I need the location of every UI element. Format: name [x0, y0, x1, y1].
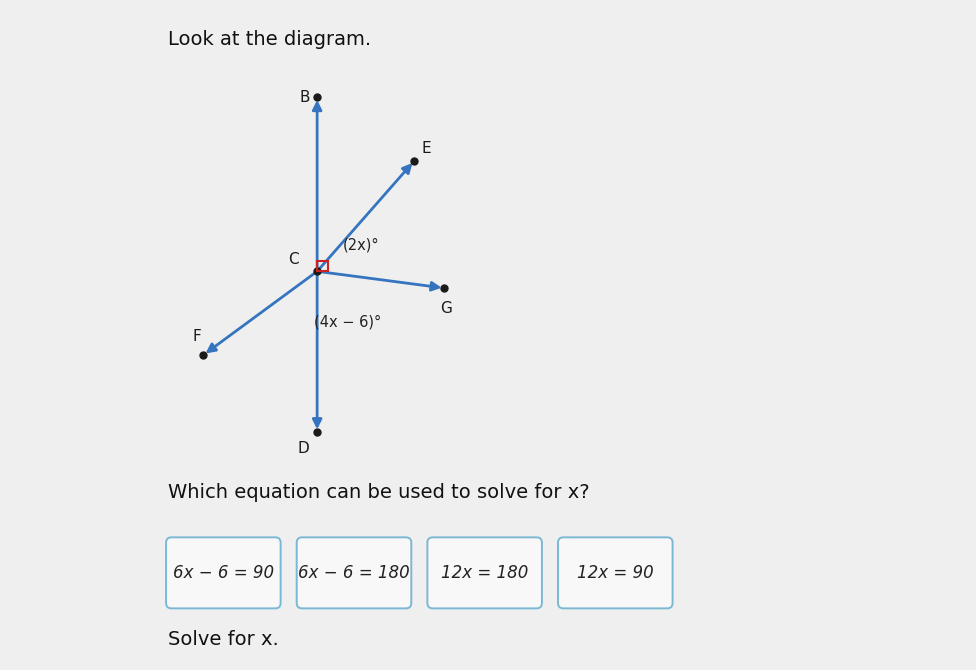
- Text: B: B: [300, 90, 310, 105]
- FancyBboxPatch shape: [427, 537, 542, 608]
- Text: F: F: [192, 329, 201, 344]
- Text: 12x = 90: 12x = 90: [577, 564, 654, 582]
- Text: D: D: [298, 442, 309, 456]
- Text: 6x − 6 = 90: 6x − 6 = 90: [173, 564, 274, 582]
- Text: C: C: [288, 252, 299, 267]
- Text: 6x − 6 = 180: 6x − 6 = 180: [298, 564, 410, 582]
- Text: (2x)°: (2x)°: [343, 237, 380, 252]
- Text: E: E: [422, 141, 431, 156]
- Text: Look at the diagram.: Look at the diagram.: [168, 30, 371, 49]
- Text: (4x − 6)°: (4x − 6)°: [314, 314, 381, 329]
- FancyBboxPatch shape: [297, 537, 411, 608]
- FancyBboxPatch shape: [166, 537, 281, 608]
- FancyBboxPatch shape: [558, 537, 672, 608]
- Text: Solve for x.: Solve for x.: [168, 630, 278, 649]
- Text: G: G: [440, 301, 452, 316]
- Text: Which equation can be used to solve for x?: Which equation can be used to solve for …: [168, 483, 590, 502]
- Text: 12x = 180: 12x = 180: [441, 564, 528, 582]
